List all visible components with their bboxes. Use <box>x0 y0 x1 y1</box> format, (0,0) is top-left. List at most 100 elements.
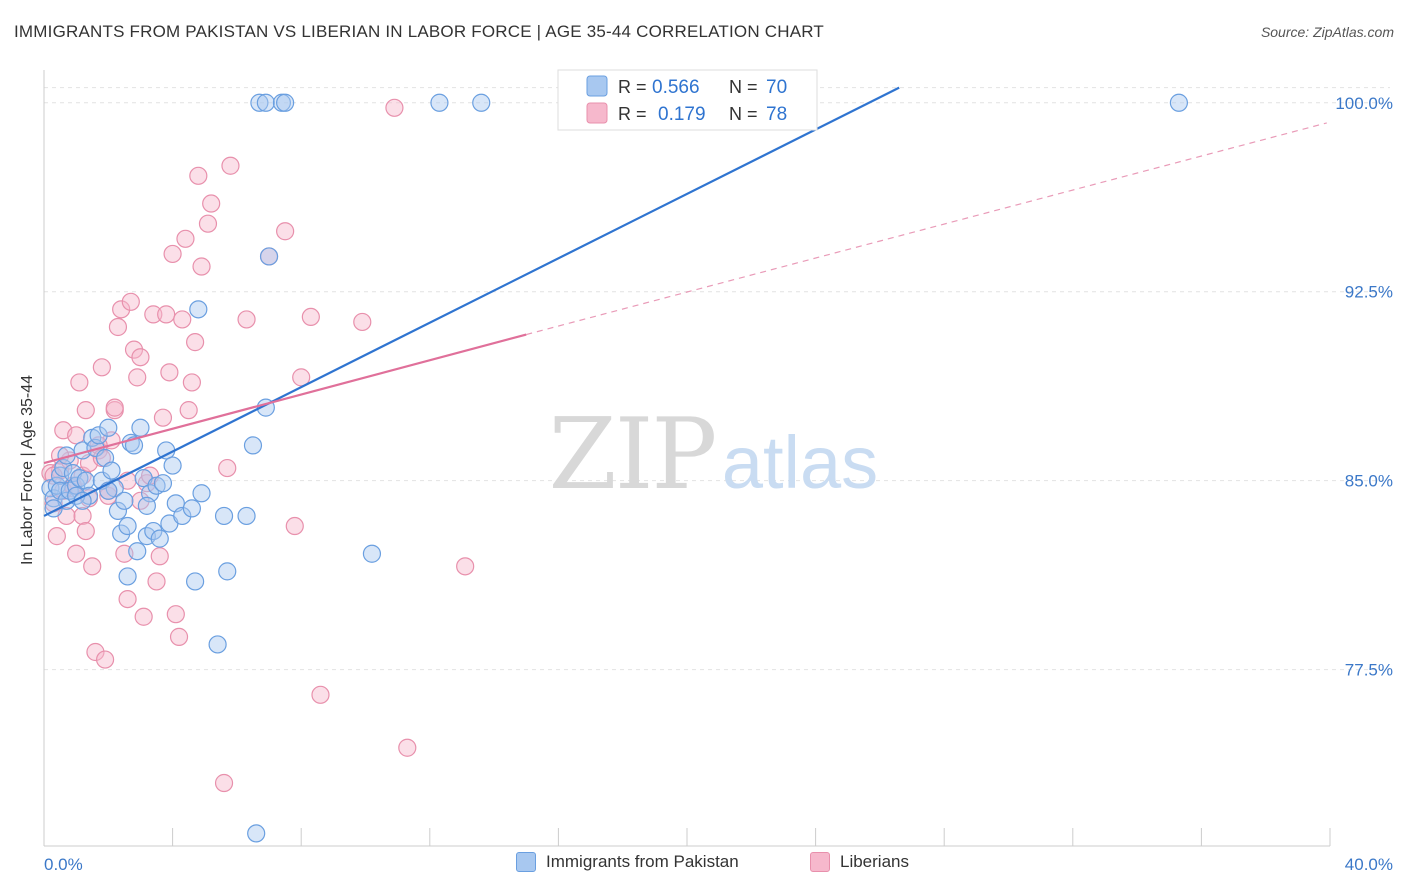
blue-point-29 <box>128 542 147 561</box>
legend-swatch-liberians <box>810 852 830 872</box>
bottom-legend: Immigrants from Pakistan Liberians <box>0 852 1406 876</box>
pink-point-9 <box>70 373 89 392</box>
pink-point-26 <box>124 340 144 359</box>
blue-point-54 <box>208 635 227 654</box>
pink-point-33 <box>147 572 166 591</box>
pink-point-55 <box>276 222 295 241</box>
pink-point-17 <box>95 650 115 669</box>
blue-point-51 <box>118 567 137 586</box>
blue-point-25 <box>115 491 134 510</box>
legend-r-value-2: 0.179 <box>658 104 706 125</box>
blue-point-34 <box>144 521 163 541</box>
pink-point-21 <box>108 317 128 337</box>
y-tick-label-0: 77.5% <box>1345 661 1393 680</box>
pink-point-44 <box>182 373 201 392</box>
pink-point-50 <box>214 773 234 793</box>
source-credit: Source: ZipAtlas.com <box>1260 24 1394 40</box>
pink-trendline-extension <box>526 122 1327 336</box>
legend-swatch-pakistan <box>516 852 536 872</box>
chart-title: IMMIGRANTS FROM PAKISTAN VS LIBERIAN IN … <box>14 22 825 41</box>
pink-point-42 <box>176 229 195 248</box>
y-tick-label-1: 85.0% <box>1345 472 1393 491</box>
pink-point-34 <box>150 547 169 566</box>
pink-point-60 <box>353 312 372 332</box>
pink-point-29 <box>134 607 153 626</box>
y-axis-label: In Labor Force | Age 35-44 <box>19 374 36 566</box>
legend-n-value-1: 70 <box>766 77 787 98</box>
pink-point-16 <box>92 358 111 377</box>
legend-item-pakistan: Immigrants from Pakistan <box>516 852 739 872</box>
blue-point-52 <box>186 572 205 591</box>
pink-point-58 <box>301 307 320 327</box>
pink-point-63 <box>456 557 475 576</box>
pink-point-38 <box>163 244 182 264</box>
pink-point-71 <box>105 398 124 417</box>
blue-point-42 <box>173 506 192 526</box>
pink-point-48 <box>198 214 218 233</box>
y-tick-label-3: 100.0% <box>1335 94 1393 113</box>
pink-point-57 <box>292 368 311 387</box>
x-tick-label-1: 40.0% <box>1345 855 1393 874</box>
axes <box>43 70 1331 847</box>
watermark-atlas: atlas <box>722 421 878 504</box>
blue-point-45 <box>192 484 211 503</box>
pink-point-56 <box>285 516 304 536</box>
blue-point-48 <box>243 436 263 455</box>
x-tick-label-0: 0.0% <box>44 855 83 874</box>
pink-point-13 <box>83 557 102 576</box>
pink-point-59 <box>311 685 330 704</box>
blue-point-36 <box>150 529 169 548</box>
legend-label-pakistan: Immigrants from Pakistan <box>546 852 739 871</box>
legend-item-liberians: Liberians <box>810 852 909 872</box>
pink-point-51 <box>218 458 237 478</box>
pink-point-45 <box>186 333 205 352</box>
blue-point-38 <box>157 441 176 460</box>
legend-r-value-1: 0.566 <box>652 77 700 98</box>
legend-swatch-pink <box>586 102 608 124</box>
pink-point-14 <box>86 642 105 662</box>
blue-point-44 <box>189 300 208 319</box>
pink-point-35 <box>153 408 173 427</box>
blue-point-13 <box>76 471 95 490</box>
pink-point-40 <box>169 627 189 646</box>
blue-point-30 <box>131 418 150 437</box>
pink-point-39 <box>166 605 185 624</box>
blue-point-61 <box>472 93 491 112</box>
blue-point-17 <box>89 426 108 445</box>
pink-point-37 <box>160 363 179 382</box>
blue-point-46 <box>214 506 234 526</box>
watermark-zip: ZIP <box>549 398 716 512</box>
blue-point-47 <box>237 506 256 526</box>
pink-point-25 <box>121 292 140 311</box>
blue-point-57 <box>256 93 275 112</box>
pink-point-72 <box>76 521 95 541</box>
pink-point-36 <box>157 305 176 324</box>
pink-point-52 <box>221 156 240 175</box>
legend-r-label-1: R = <box>618 77 647 97</box>
blue-point-40 <box>163 456 182 475</box>
blue-point-43 <box>182 499 201 518</box>
legend-n-label-2: N = <box>729 104 758 124</box>
pink-point-62 <box>398 738 417 757</box>
blue-point-53 <box>218 562 237 581</box>
blue-point-23 <box>108 501 128 521</box>
blue-point-50 <box>259 247 279 266</box>
tick-labels: 77.5% 85.0% 92.5% 100.0% 0.0% 40.0% <box>44 94 1393 874</box>
blue-point-26 <box>118 516 137 536</box>
pink-point-76 <box>67 426 86 445</box>
pink-point-2 <box>47 527 66 546</box>
blue-trendline <box>43 86 900 517</box>
pink-point-32 <box>144 305 163 324</box>
pink-point-49 <box>202 194 221 213</box>
blue-point-64 <box>362 544 382 563</box>
gridlines <box>44 87 1390 671</box>
y-tick-label-2: 92.5% <box>1345 283 1393 302</box>
pink-point-27 <box>128 368 147 387</box>
pink-point-53 <box>237 310 256 329</box>
pink-point-46 <box>189 166 208 185</box>
legend-swatch-blue <box>586 75 608 97</box>
blue-point-63 <box>1169 93 1188 112</box>
blue-point-60 <box>430 93 449 112</box>
pink-point-8 <box>67 544 86 563</box>
